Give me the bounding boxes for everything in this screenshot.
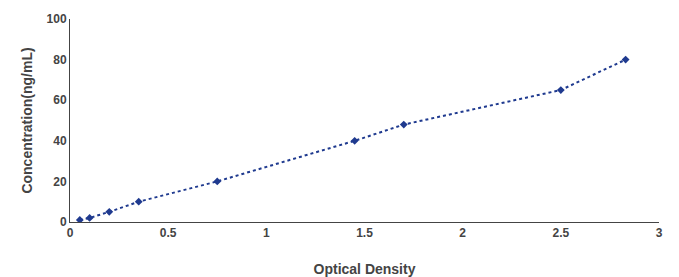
svg-text:20: 20 <box>53 175 67 189</box>
svg-text:60: 60 <box>53 93 67 107</box>
svg-text:1: 1 <box>263 226 270 240</box>
svg-text:2: 2 <box>459 226 466 240</box>
svg-text:1.5: 1.5 <box>356 226 373 240</box>
svg-text:2.5: 2.5 <box>552 226 569 240</box>
svg-text:3: 3 <box>656 226 663 240</box>
svg-text:100: 100 <box>47 12 67 26</box>
svg-text:Optical Density: Optical Density <box>314 261 416 277</box>
svg-text:Concentration(ng/mL): Concentration(ng/mL) <box>19 47 35 193</box>
svg-text:40: 40 <box>53 134 67 148</box>
svg-text:0: 0 <box>67 226 74 240</box>
svg-text:0: 0 <box>60 215 67 229</box>
svg-text:80: 80 <box>53 53 67 67</box>
svg-text:0.5: 0.5 <box>160 226 177 240</box>
